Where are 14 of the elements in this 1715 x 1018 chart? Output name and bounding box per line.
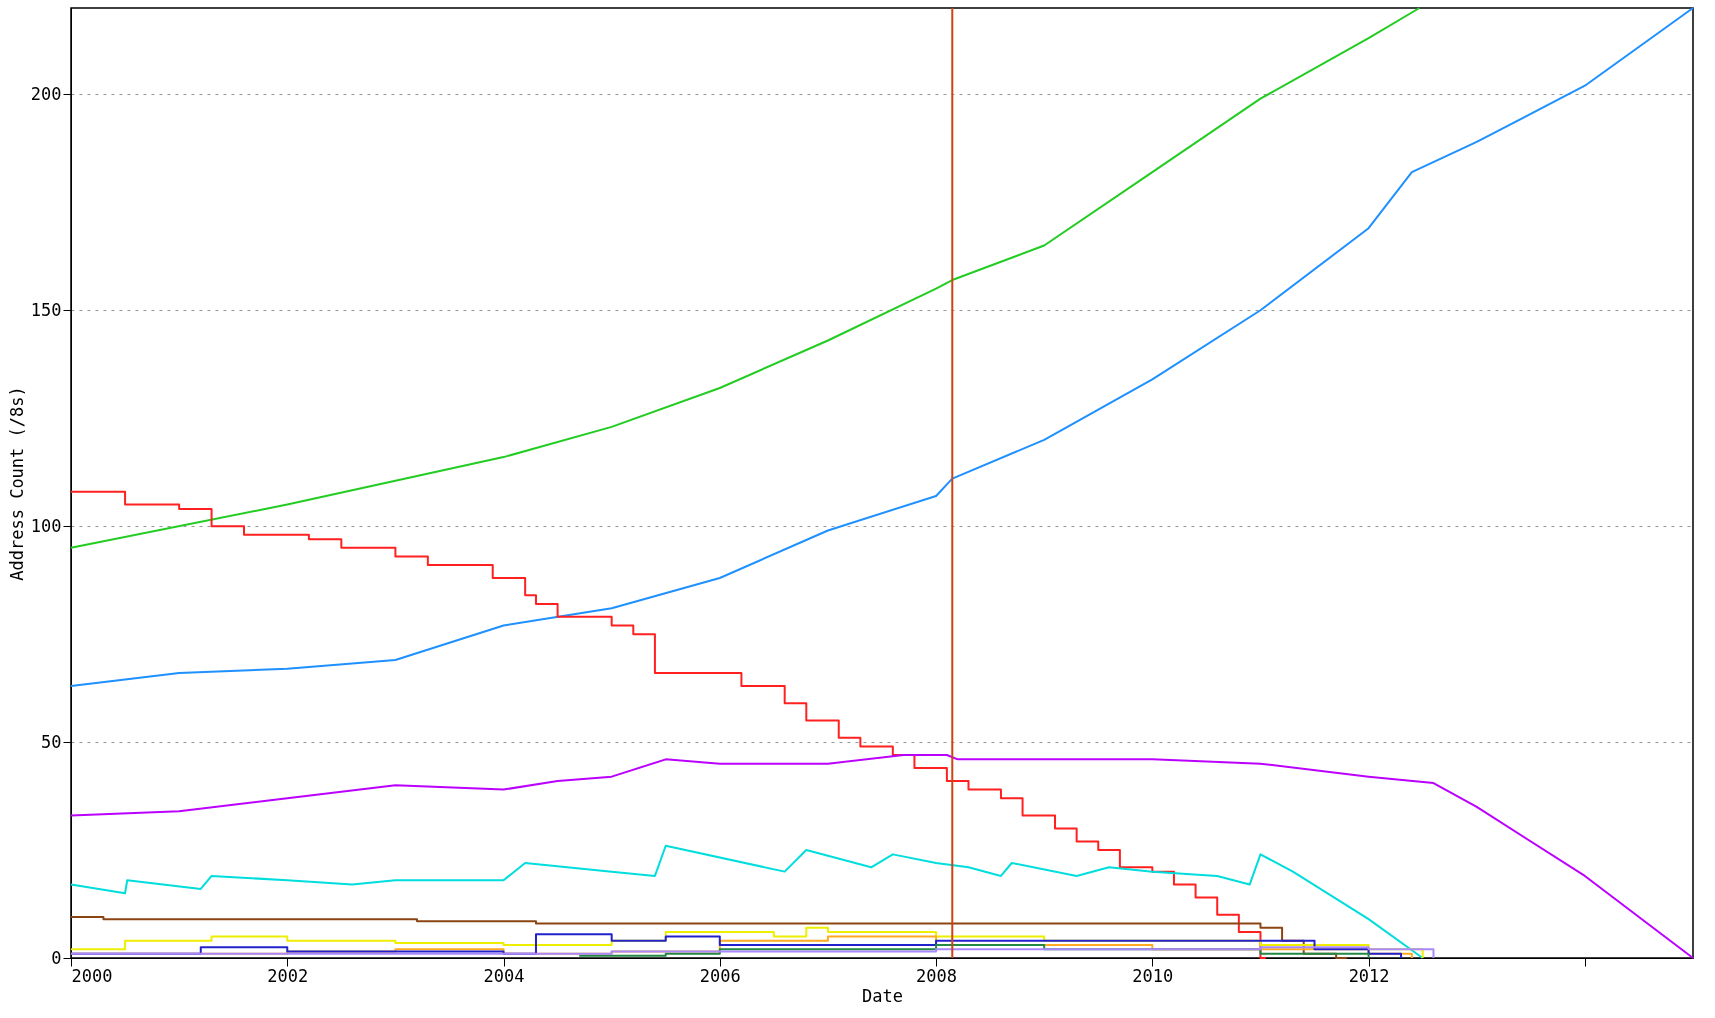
- y-tick-label: 50: [41, 731, 62, 752]
- x-tick-label: 2000: [71, 965, 113, 986]
- y-tick-label: 100: [30, 515, 62, 536]
- y-tick-label: 150: [30, 299, 62, 320]
- y-axis-title: Address Count (/8s): [6, 386, 27, 581]
- x-tick-label: 2004: [483, 965, 525, 986]
- x-tick-label: 2006: [699, 965, 741, 986]
- x-tick-label: 2012: [1348, 965, 1390, 986]
- x-tick-label: 2010: [1132, 965, 1174, 986]
- x-tick-label: 2002: [267, 965, 309, 986]
- y-tick-label: 0: [51, 947, 62, 968]
- y-tick-label: 200: [30, 83, 62, 104]
- x-tick-label: 2008: [916, 965, 958, 986]
- x-axis-title: Date: [862, 985, 903, 1006]
